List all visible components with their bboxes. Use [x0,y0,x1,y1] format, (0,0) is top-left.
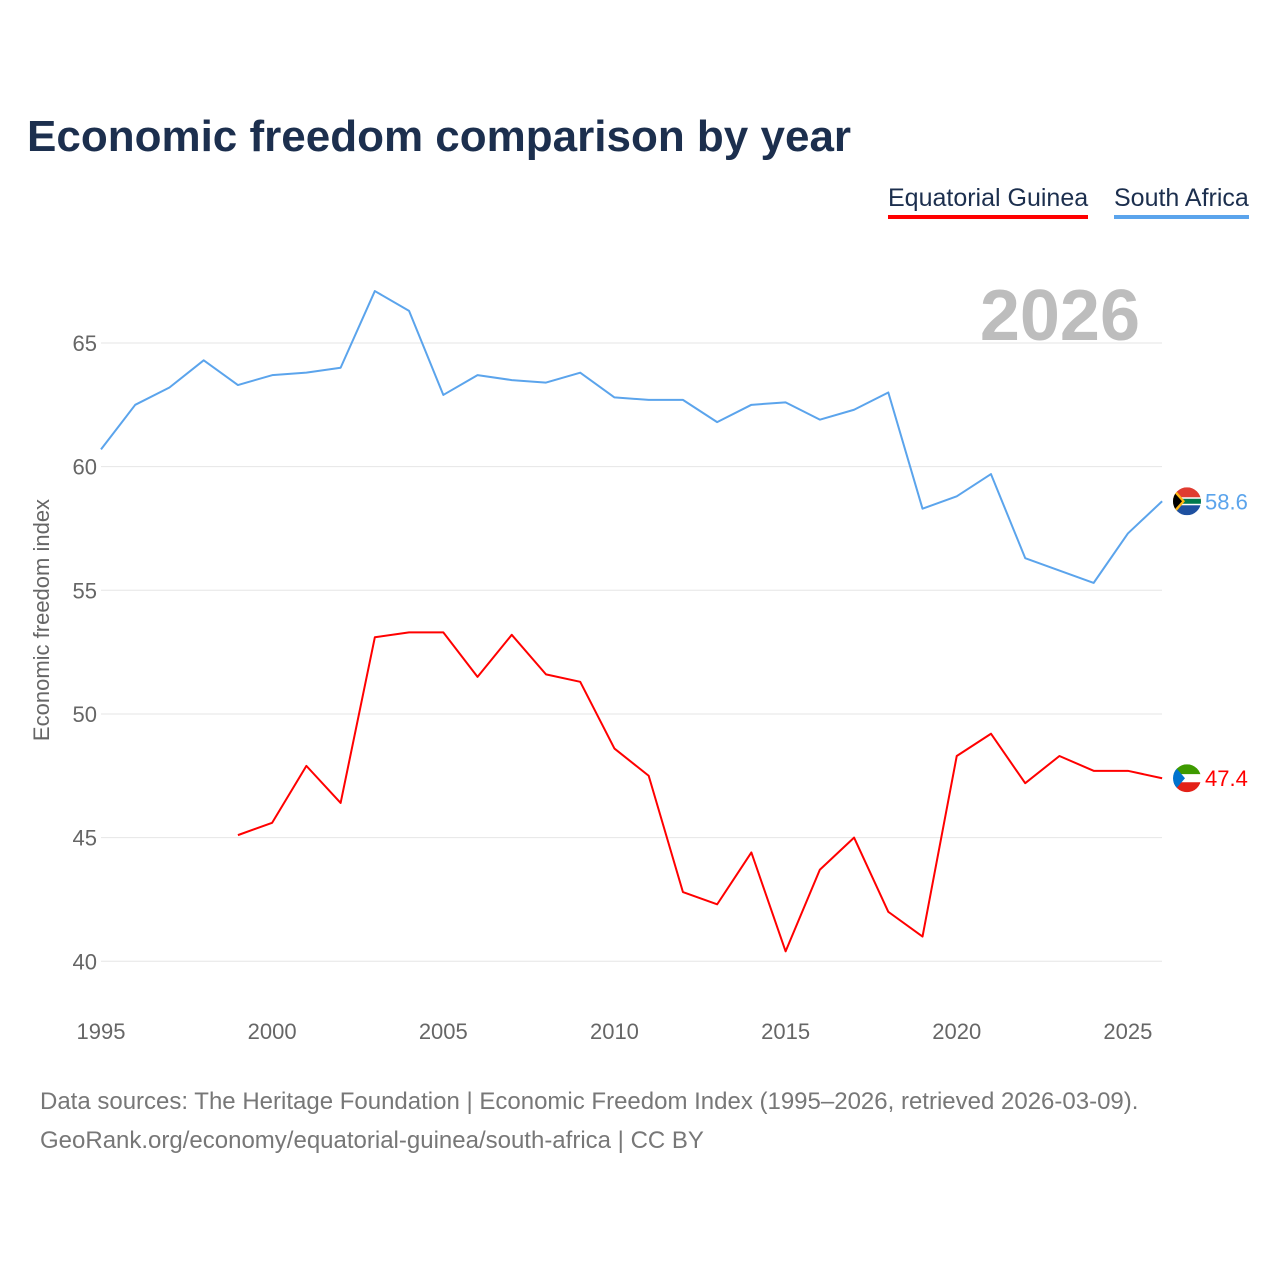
footer-sources: Data sources: The Heritage Foundation | … [40,1088,1139,1115]
x-tick-label: 2015 [761,1019,810,1044]
end-value-label: 47.4 [1205,766,1248,791]
series-line-south-africa [100,290,1163,584]
series-line-equatorial-guinea [237,631,1163,953]
footer-link[interactable]: GeoRank.org/economy/equatorial-guinea/so… [40,1127,704,1154]
y-tick-label: 45 [73,826,97,851]
end-value-label: 58.6 [1205,489,1248,514]
x-tick-label: 2005 [419,1019,468,1044]
y-tick-label: 55 [73,578,97,603]
y-tick-label: 40 [73,949,97,974]
y-tick-label: 50 [73,702,97,727]
year-watermark: 2026 [980,276,1140,356]
page-title: Economic freedom comparison by year [27,112,852,161]
x-tick-label: 2010 [590,1019,639,1044]
equatorial-guinea-flag-icon [1173,764,1201,793]
x-tick-label: 2020 [932,1019,981,1044]
y-tick-label: 60 [73,455,97,480]
x-tick-label: 1995 [77,1019,126,1044]
y-tick-label: 65 [73,331,97,356]
south-africa-flag-icon [1173,487,1201,516]
x-tick-label: 2000 [248,1019,297,1044]
legend-south-africa[interactable]: South Africa [1114,184,1249,219]
x-tick-label: 2025 [1103,1019,1152,1044]
legend-equatorial-guinea[interactable]: Equatorial Guinea [888,184,1089,219]
